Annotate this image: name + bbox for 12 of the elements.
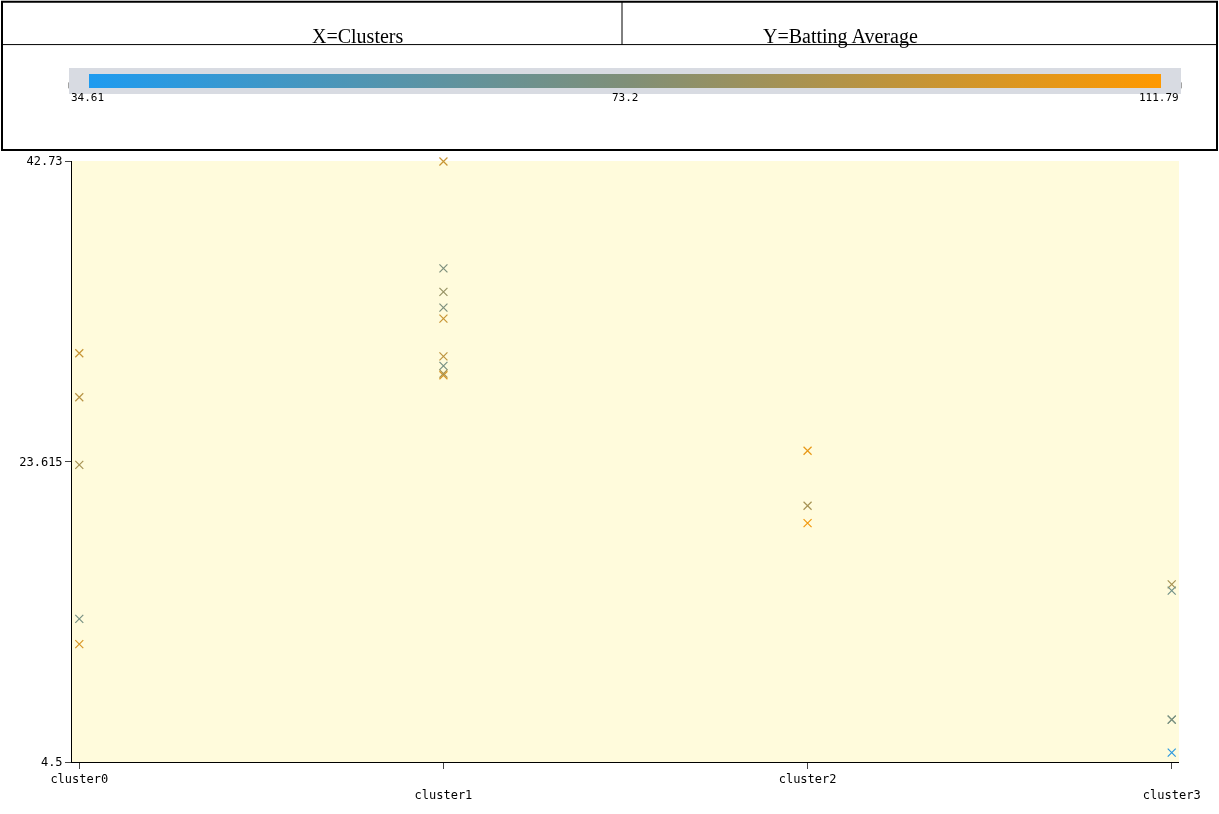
color-bar-label: 111.79 <box>1139 91 1179 104</box>
x-tick-label: cluster1 <box>414 788 473 802</box>
x-tick-label: cluster3 <box>1142 788 1201 802</box>
color-bar-label: 34.61 <box>71 91 105 104</box>
x-tick-label: cluster2 <box>778 772 837 787</box>
y-tick-label: 23.615 <box>19 454 63 469</box>
x-tick-label: cluster0 <box>50 772 109 787</box>
y-tick-label: 42.73 <box>26 154 63 169</box>
text: X=Clusters <box>312 25 404 47</box>
y-tick-label: 4.5 <box>40 755 63 770</box>
text: Y=Batting Average <box>763 25 918 48</box>
color-bar-label: 73.2 <box>612 91 639 104</box>
